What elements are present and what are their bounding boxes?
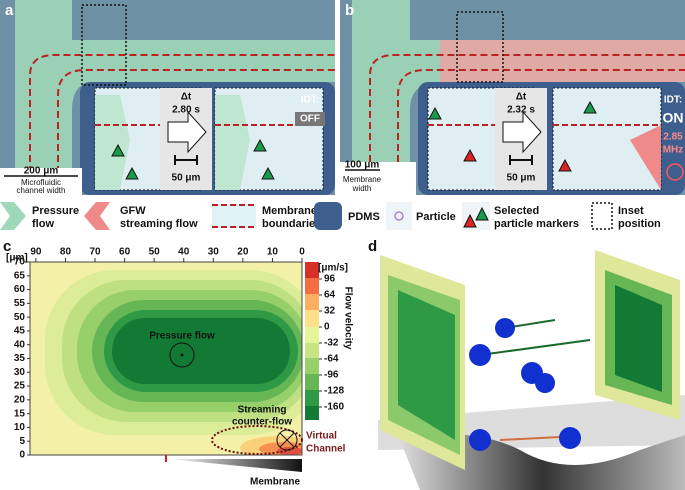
colorbar-tick-label: -32 bbox=[324, 338, 339, 349]
annotation: Virtual bbox=[306, 431, 337, 442]
panel-a: a Δt 2.80 s 50 μm IDT: OFF 200 μm Microf… bbox=[0, 0, 335, 195]
panel-letter: a bbox=[5, 2, 14, 19]
delta-t: Δt bbox=[181, 92, 192, 103]
x-tick-label: 70 bbox=[89, 247, 101, 258]
colorbar-tick-label: -96 bbox=[324, 370, 339, 381]
time: 2.32 s bbox=[507, 105, 535, 116]
x-tick-label: 80 bbox=[60, 247, 72, 258]
idt-state: ON bbox=[663, 110, 684, 126]
x-tick-label: 0 bbox=[299, 247, 305, 258]
legend-label: Membrane bbox=[262, 205, 317, 217]
colorbar-label: Flow velocity bbox=[342, 287, 353, 350]
x-unit: [μm] bbox=[6, 253, 28, 264]
y-tick-label: 60 bbox=[14, 284, 26, 295]
legend-label: Inset bbox=[618, 205, 644, 217]
contour-plot bbox=[30, 262, 302, 455]
legend: Pressure flow GFW streaming flow Membran… bbox=[0, 202, 661, 230]
legend-label: Particle bbox=[416, 211, 456, 223]
y-tick-label: 45 bbox=[14, 326, 26, 337]
time: 2.80 s bbox=[172, 105, 200, 116]
panel-c: c [μm] [μm/s] Flow velocity Pressure flo… bbox=[3, 238, 353, 488]
y-tick-label: 35 bbox=[14, 353, 26, 364]
colorbar-tick-label: 32 bbox=[324, 306, 336, 317]
frequency: 2.85 bbox=[663, 132, 683, 143]
colorbar-tick-label: -128 bbox=[324, 386, 344, 397]
inset-scale: 50 μm bbox=[172, 173, 201, 184]
panel-letter: c bbox=[3, 238, 11, 255]
inset-scale: 50 μm bbox=[507, 173, 536, 184]
x-tick-label: 50 bbox=[149, 247, 161, 258]
idt-state: OFF bbox=[300, 114, 320, 125]
idt-label: IDT: bbox=[664, 95, 682, 106]
scale-label: 100 μm bbox=[345, 160, 380, 171]
y-tick-label: 15 bbox=[14, 408, 26, 419]
colorbar-tick-label: -64 bbox=[324, 354, 339, 365]
x-tick-label: 30 bbox=[208, 247, 220, 258]
scale-label: 200 μm bbox=[24, 166, 59, 177]
annotation: Streaming bbox=[238, 405, 287, 416]
scale-caption: channel width bbox=[17, 186, 66, 195]
x-tick-label: 40 bbox=[178, 247, 190, 258]
delta-t: Δt bbox=[516, 92, 527, 103]
legend-label: boundaries bbox=[262, 218, 321, 230]
y-tick-label: 20 bbox=[14, 394, 26, 405]
y-tick-label: 70 bbox=[14, 257, 26, 268]
annotation: Channel bbox=[306, 444, 346, 455]
scale-caption: width bbox=[352, 184, 372, 193]
legend-label: GFW bbox=[120, 205, 146, 217]
legend-label: particle markers bbox=[494, 218, 579, 230]
colorbar-tick-label: 0 bbox=[324, 322, 330, 333]
legend-label: streaming flow bbox=[120, 218, 198, 230]
legend-label: Pressure bbox=[32, 205, 79, 217]
panel-d: d bbox=[368, 238, 685, 490]
y-tick-label: 40 bbox=[14, 339, 26, 350]
legend-label: Selected bbox=[494, 205, 539, 217]
colorbar-unit: [μm/s] bbox=[318, 263, 348, 274]
annotation: Membrane bbox=[250, 477, 300, 488]
y-tick-label: 30 bbox=[14, 367, 26, 378]
frequency: MHz bbox=[663, 145, 684, 156]
annotation: counter-flow bbox=[232, 417, 292, 428]
colorbar-tick-label: 96 bbox=[324, 274, 336, 285]
panel-b: b Δt 2.32 s 50 μm IDT: ON 2.85 MHz 100 μ… bbox=[340, 0, 685, 195]
scale-caption: Microfluidic bbox=[21, 178, 61, 187]
colorbar-tick-label: 64 bbox=[324, 290, 336, 301]
legend-label: position bbox=[618, 218, 661, 230]
idt-label: IDT: bbox=[301, 95, 319, 106]
x-tick-label: 60 bbox=[119, 247, 131, 258]
scale-caption: Membrane bbox=[343, 175, 382, 184]
legend-label: flow bbox=[32, 218, 54, 230]
y-tick-label: 10 bbox=[14, 422, 26, 433]
panel-letter: b bbox=[345, 2, 354, 19]
legend-label: PDMS bbox=[348, 211, 380, 223]
panel-letter: d bbox=[368, 238, 377, 255]
y-tick-label: 5 bbox=[19, 436, 25, 447]
y-tick-label: 50 bbox=[14, 312, 26, 323]
colorbar-tick-label: -160 bbox=[324, 402, 344, 413]
y-tick-label: 0 bbox=[19, 450, 25, 461]
x-tick-label: 90 bbox=[30, 247, 42, 258]
x-tick-label: 20 bbox=[237, 247, 249, 258]
y-tick-label: 65 bbox=[14, 270, 26, 281]
x-tick-label: 10 bbox=[267, 247, 279, 258]
y-tick-label: 55 bbox=[14, 298, 26, 309]
y-tick-label: 25 bbox=[14, 381, 26, 392]
annotation: Pressure flow bbox=[149, 331, 215, 342]
